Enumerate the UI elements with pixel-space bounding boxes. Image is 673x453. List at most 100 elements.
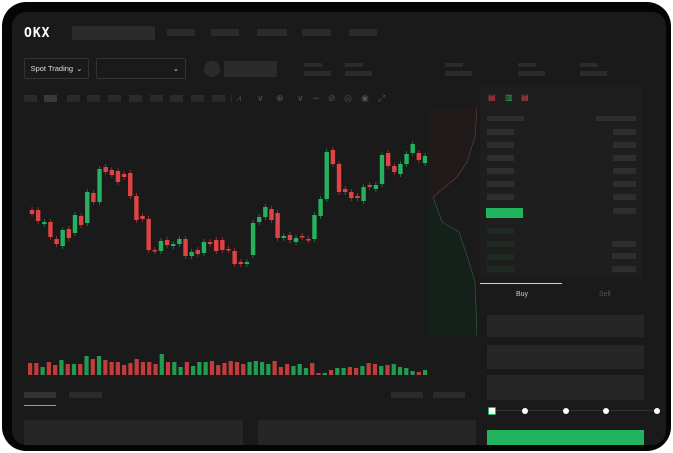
ruler-icon[interactable]: ⊘ [328, 93, 336, 103]
line-type-icon[interactable]: ∨ [257, 93, 264, 103]
candle-body [342, 189, 348, 192]
volume-bar [310, 363, 315, 375]
candle-body [361, 187, 366, 201]
pair-select[interactable]: ⌄ [96, 58, 186, 79]
chevron-icon[interactable]: ∨ [297, 93, 304, 103]
tab-order-history[interactable] [69, 392, 102, 398]
drawing-icon[interactable]: ⊕ [276, 93, 284, 103]
more-button[interactable] [433, 392, 465, 398]
both-sides-icon[interactable]: ▤ [488, 93, 496, 102]
volume-bar [341, 368, 346, 375]
volume-bar [354, 368, 359, 375]
candle-body [177, 239, 182, 244]
volume-bar [203, 362, 208, 375]
indicator-icon[interactable]: ⩘ [236, 93, 242, 103]
nav-item-5[interactable] [349, 29, 377, 36]
candle-body [392, 166, 397, 172]
candle-body [244, 262, 250, 264]
slider-step[interactable] [522, 408, 528, 414]
candle-body [195, 250, 200, 254]
ask-price [487, 129, 514, 135]
coin-icon [204, 61, 220, 77]
candle-body [287, 235, 293, 240]
candle-body [416, 153, 422, 160]
timeframe-button-active[interactable] [44, 95, 57, 102]
ask-price [487, 181, 514, 187]
volume-bar [266, 364, 271, 375]
volume-bar [78, 364, 83, 375]
slider-handle[interactable] [488, 407, 496, 415]
ask-amount [613, 194, 636, 200]
target-icon[interactable]: ◉ [361, 93, 369, 103]
timeframe-button[interactable] [108, 95, 121, 102]
total-input[interactable] [487, 375, 644, 400]
bid-price [487, 228, 514, 234]
ask-price [487, 142, 514, 148]
asks-icon[interactable]: ▤ [521, 93, 529, 102]
fullscreen-icon[interactable]: ⤢ [378, 93, 386, 103]
timeframe-button[interactable] [67, 95, 80, 102]
volume-bar [159, 354, 164, 375]
ask-amount [613, 129, 636, 135]
ask-price [487, 194, 514, 200]
candle-body [91, 193, 96, 202]
bid-price [487, 254, 514, 260]
candle-body [330, 150, 336, 164]
candlestick-chart[interactable] [17, 107, 427, 377]
timeframe-button[interactable] [212, 95, 225, 102]
nav-item-1[interactable] [167, 29, 195, 36]
spot-trading-button[interactable]: Spot Trading ⌄ [24, 58, 89, 79]
timeframe-button[interactable] [191, 95, 204, 102]
buy-tab-indicator [480, 283, 562, 284]
candle-body [324, 152, 329, 199]
timeframe-button[interactable] [24, 95, 37, 102]
candle-body [66, 229, 72, 238]
filter-button[interactable] [391, 392, 423, 398]
timeframe-button[interactable] [129, 95, 142, 102]
volume-bar [385, 365, 390, 375]
trend-icon[interactable]: ∼ [312, 93, 320, 103]
volume-bar [184, 362, 189, 375]
bids-icon[interactable]: ▥ [505, 93, 513, 102]
nav-item-2[interactable] [211, 29, 239, 36]
volume-bar [216, 365, 221, 375]
slider-step[interactable] [563, 408, 569, 414]
ask-amount [613, 142, 636, 148]
tab-open-orders[interactable] [24, 392, 56, 398]
tab-buy[interactable]: Buy [516, 291, 529, 298]
candle-body [60, 230, 65, 246]
slider-step[interactable] [654, 408, 660, 414]
volume-bar [372, 364, 378, 375]
ask-amount [613, 208, 636, 214]
slider-step[interactable] [603, 408, 609, 414]
candle-body [422, 156, 427, 163]
buy-submit-button[interactable] [487, 430, 644, 445]
candle-body [238, 262, 243, 264]
timeframe-button[interactable] [170, 95, 183, 102]
price-input[interactable] [487, 315, 644, 337]
candle-body [152, 250, 158, 252]
candle-body [214, 240, 219, 251]
amount-input[interactable] [487, 345, 644, 369]
candle-body [128, 173, 133, 196]
volume-bar [40, 367, 45, 375]
nav-item-3[interactable] [257, 29, 287, 36]
tab-sell[interactable]: Sell [599, 291, 611, 298]
volume-bar [134, 359, 139, 375]
candle-body [78, 216, 84, 225]
search-input[interactable] [72, 26, 155, 40]
candle-body [299, 236, 305, 238]
candle-body [134, 196, 139, 220]
timeframe-button[interactable] [87, 95, 100, 102]
nav-item-4[interactable] [302, 29, 331, 36]
candle-body [385, 153, 391, 166]
volume-bar [397, 367, 403, 375]
timeframe-button[interactable] [150, 95, 163, 102]
candle-body [349, 192, 354, 198]
candle-body [336, 164, 342, 192]
candle-body [250, 223, 256, 255]
volume-bar [222, 363, 227, 375]
volume-bar [278, 367, 283, 375]
camera-icon[interactable]: ◎ [344, 93, 352, 103]
volume-bar [328, 370, 334, 375]
